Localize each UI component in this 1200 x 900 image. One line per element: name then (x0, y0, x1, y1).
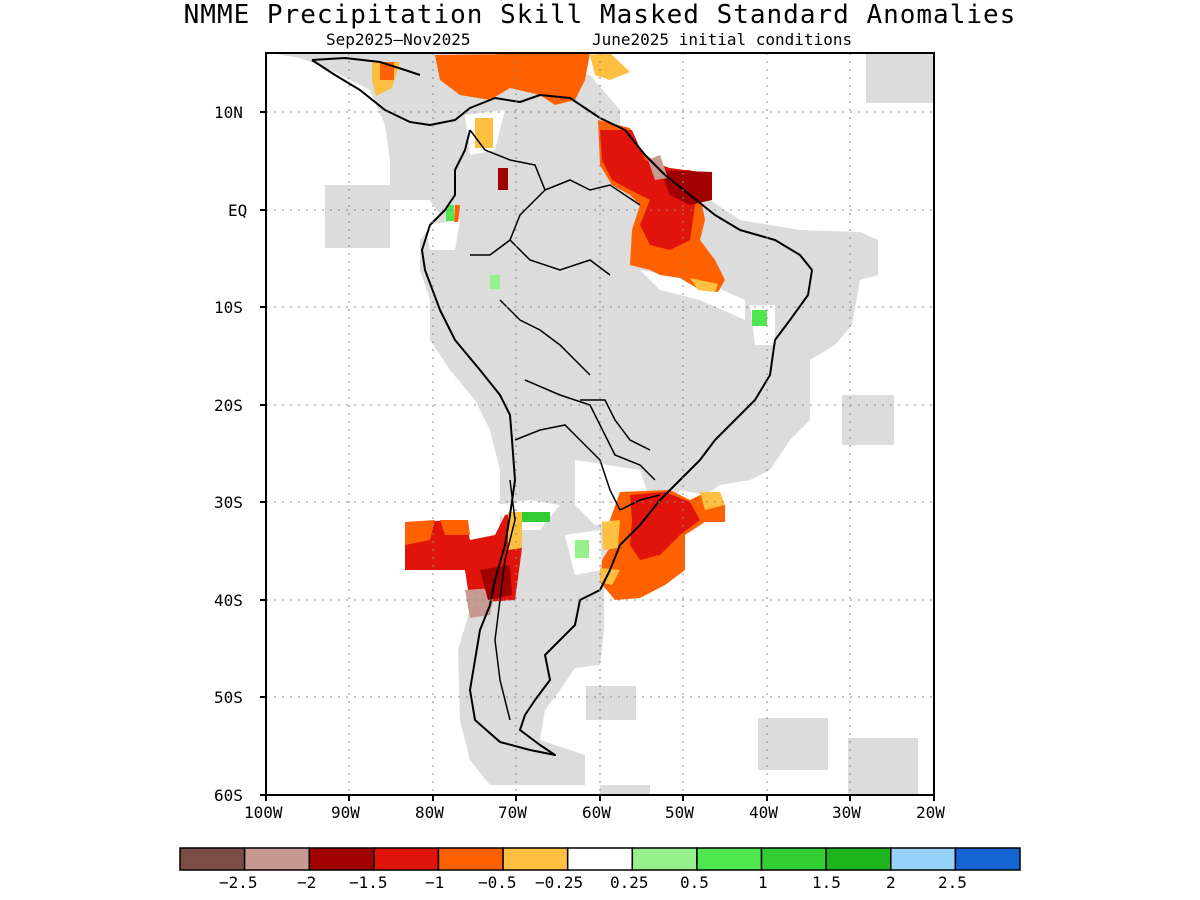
initial-conditions: June2025 initial conditions (592, 30, 853, 49)
colorbar (179, 847, 1021, 871)
colorbar-label: −0.5 (478, 873, 517, 892)
lat-label-eq: EQ (228, 201, 248, 220)
lon-label-40w: 40W (749, 803, 778, 822)
colorbar-label: −1.5 (349, 873, 388, 892)
wet-anomalies (446, 205, 767, 558)
colorbar-label: 1.5 (812, 873, 841, 892)
lon-label-80w: 80W (415, 803, 444, 822)
skill-mask (270, 53, 934, 795)
colorbar-swatch (502, 847, 569, 871)
colorbar-label: −1 (425, 873, 445, 892)
lat-label-60s: 60S (214, 786, 243, 805)
colorbar-swatch (179, 847, 246, 871)
lat-label-10n: 10N (214, 103, 243, 122)
colorbar-swatch (954, 847, 1021, 871)
colorbar-swatch (308, 847, 375, 871)
colorbar-swatch (437, 847, 504, 871)
forecast-period: Sep2025–Nov2025 (326, 30, 471, 49)
lon-label-60w: 60W (582, 803, 611, 822)
colorbar-swatch (631, 847, 698, 871)
colorbar-swatch (825, 847, 892, 871)
colorbar-swatch (243, 847, 310, 871)
colorbar-label: 0.25 (610, 873, 649, 892)
colorbar-swatch (760, 847, 827, 871)
country-borders (469, 129, 661, 721)
colorbar-label: −0.25 (535, 873, 584, 892)
colorbar-label: −2 (297, 873, 317, 892)
lon-label-100w: 100W (244, 803, 283, 822)
colorbar-label: 2.5 (938, 873, 967, 892)
colorbar-swatch (373, 847, 440, 871)
colorbar-label: 0.5 (680, 873, 709, 892)
colorbar-label: 1 (758, 873, 768, 892)
lon-label-90w: 90W (331, 803, 360, 822)
colorbar-swatch (890, 847, 957, 871)
lat-label-50s: 50S (214, 688, 243, 707)
colorbar-swatch (696, 847, 763, 871)
lat-label-40s: 40S (214, 591, 243, 610)
colorbar-label: 2 (886, 873, 896, 892)
colorbar-swatch (566, 847, 634, 871)
lat-label-30s: 30S (214, 493, 243, 512)
map-title: NMME Precipitation Skill Masked Standard… (183, 0, 1017, 30)
lon-label-30w: 30W (832, 803, 861, 822)
lon-label-20w: 20W (916, 803, 945, 822)
lon-label-70w: 70W (498, 803, 527, 822)
colorbar-label: −2.5 (219, 873, 258, 892)
lon-label-50w: 50W (665, 803, 694, 822)
lat-label-10s: 10S (214, 298, 243, 317)
dry-anomalies (372, 53, 725, 618)
lat-label-20s: 20S (214, 396, 243, 415)
axis-ticks (260, 111, 935, 801)
